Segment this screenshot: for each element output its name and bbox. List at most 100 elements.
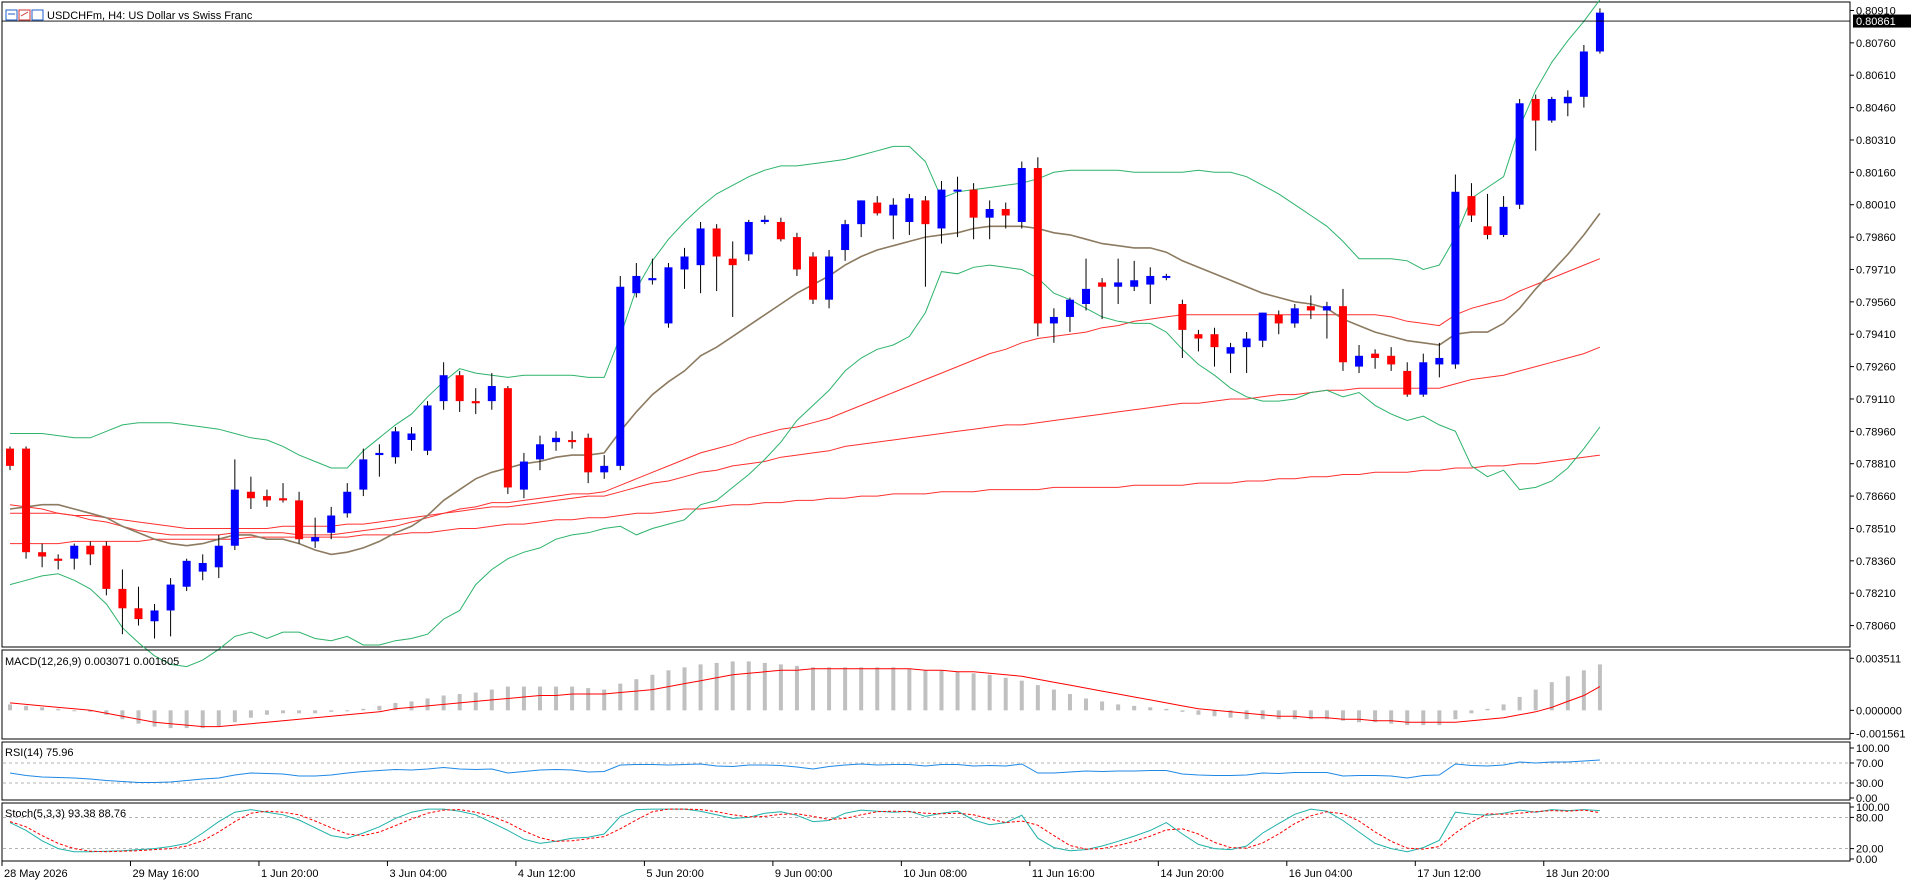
candle[interactable] xyxy=(584,433,593,484)
candle[interactable] xyxy=(696,221,705,294)
candle[interactable] xyxy=(1130,260,1139,292)
candle[interactable] xyxy=(423,401,432,456)
candle[interactable] xyxy=(1178,299,1187,358)
candle[interactable] xyxy=(182,558,191,592)
candle[interactable] xyxy=(1483,193,1492,240)
candle[interactable] xyxy=(230,459,239,551)
candle[interactable] xyxy=(1226,342,1235,374)
candle[interactable] xyxy=(648,258,657,285)
candle[interactable] xyxy=(1146,267,1155,304)
candle[interactable] xyxy=(1563,90,1572,117)
candle[interactable] xyxy=(1001,202,1010,229)
candle[interactable] xyxy=(1338,288,1347,371)
candle[interactable] xyxy=(166,578,175,637)
candle[interactable] xyxy=(1579,45,1588,108)
candle[interactable] xyxy=(937,180,946,244)
candle[interactable] xyxy=(375,444,384,477)
candle[interactable] xyxy=(1403,362,1412,397)
candle[interactable] xyxy=(776,217,785,242)
candle[interactable] xyxy=(969,183,978,240)
candle[interactable] xyxy=(792,232,801,276)
candle[interactable] xyxy=(632,262,641,298)
candle[interactable] xyxy=(552,431,561,451)
candle[interactable] xyxy=(664,262,673,328)
candle[interactable] xyxy=(455,370,464,412)
candle[interactable] xyxy=(728,241,737,317)
candle[interactable] xyxy=(1082,258,1091,311)
candlesticks[interactable] xyxy=(6,8,1604,639)
candle[interactable] xyxy=(616,275,625,471)
candle[interactable] xyxy=(1049,308,1058,343)
candle[interactable] xyxy=(744,219,753,261)
candle[interactable] xyxy=(712,224,721,292)
candle[interactable] xyxy=(921,196,930,287)
candle[interactable] xyxy=(295,491,304,544)
candle[interactable] xyxy=(54,554,63,570)
candle[interactable] xyxy=(1194,329,1203,352)
candle[interactable] xyxy=(118,569,127,635)
indicator-icon[interactable] xyxy=(18,9,31,21)
price-axis[interactable]: 0.80910 0.80760 0.80610 0.80460 0.80310 0.801… xyxy=(1850,5,1896,633)
candle[interactable] xyxy=(1355,345,1364,374)
candle[interactable] xyxy=(6,446,14,471)
candle[interactable] xyxy=(22,446,31,559)
candle[interactable] xyxy=(1435,342,1444,378)
candle[interactable] xyxy=(1547,96,1556,123)
candle[interactable] xyxy=(1371,349,1380,369)
candle[interactable] xyxy=(1258,312,1267,348)
candle[interactable] xyxy=(1210,327,1219,367)
candle[interactable] xyxy=(1162,273,1171,281)
candle[interactable] xyxy=(1290,303,1299,328)
candle[interactable] xyxy=(487,373,496,410)
candle[interactable] xyxy=(70,543,79,570)
candle[interactable] xyxy=(1306,295,1315,320)
candle[interactable] xyxy=(279,483,288,503)
candle[interactable] xyxy=(1419,353,1428,397)
candle[interactable] xyxy=(262,489,271,507)
candle[interactable] xyxy=(857,200,866,238)
candle[interactable] xyxy=(1242,332,1251,374)
candle[interactable] xyxy=(471,388,480,415)
candle[interactable] xyxy=(407,427,416,451)
candle[interactable] xyxy=(568,431,577,449)
candle[interactable] xyxy=(102,541,111,596)
candle[interactable] xyxy=(841,219,850,261)
candle[interactable] xyxy=(198,554,207,581)
candle[interactable] xyxy=(825,250,834,309)
candle[interactable] xyxy=(760,215,769,225)
candle[interactable] xyxy=(343,483,352,518)
candle[interactable] xyxy=(1531,94,1540,151)
candle[interactable] xyxy=(327,506,336,540)
candle[interactable] xyxy=(1387,347,1396,371)
candle[interactable] xyxy=(391,427,400,464)
candle[interactable] xyxy=(953,176,962,238)
candle[interactable] xyxy=(1033,157,1042,337)
candle[interactable] xyxy=(150,603,159,639)
chart-icon[interactable] xyxy=(5,9,18,21)
candle[interactable] xyxy=(1451,174,1460,369)
candle[interactable] xyxy=(1515,98,1524,210)
candle[interactable] xyxy=(134,586,143,626)
candle[interactable] xyxy=(1322,301,1331,339)
candle[interactable] xyxy=(439,362,448,410)
candle[interactable] xyxy=(1595,8,1604,54)
time-axis[interactable]: 28 May 2026 29 May 16:00 1 Jun 20:00 3 Jun … xyxy=(1,861,1609,880)
candle[interactable] xyxy=(359,448,368,497)
candle[interactable] xyxy=(535,435,544,471)
candle[interactable] xyxy=(519,452,528,499)
candle[interactable] xyxy=(1065,297,1074,333)
candle[interactable] xyxy=(1098,278,1107,320)
candle[interactable] xyxy=(1274,310,1283,335)
candle[interactable] xyxy=(503,386,512,494)
candle[interactable] xyxy=(86,541,95,566)
candle[interactable] xyxy=(1114,258,1123,304)
candle[interactable] xyxy=(1499,196,1508,238)
candle[interactable] xyxy=(809,252,817,304)
candle[interactable] xyxy=(600,455,609,479)
objects-icon[interactable] xyxy=(31,9,44,21)
candle[interactable] xyxy=(1467,183,1476,222)
candle[interactable] xyxy=(311,517,320,548)
candle[interactable] xyxy=(889,198,898,240)
candle[interactable] xyxy=(905,193,914,235)
